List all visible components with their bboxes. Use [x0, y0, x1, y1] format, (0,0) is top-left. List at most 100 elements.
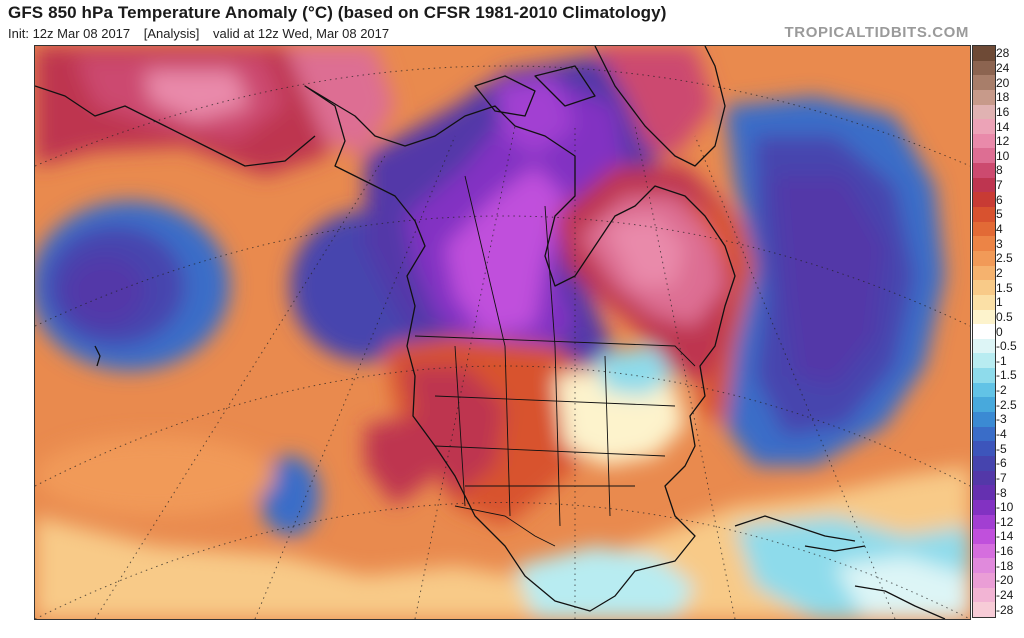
colorbar-swatch [973, 470, 995, 486]
colorbar-swatch [973, 177, 995, 193]
colorbar-tick-label: 28 [996, 46, 1010, 61]
colorbar-swatch [973, 236, 995, 251]
grid-longitude-line [634, 125, 736, 619]
colorbar-swatch [973, 543, 995, 559]
south-america-coastline [854, 585, 946, 619]
valid-time: valid at 12z Wed, Mar 08 2017 [213, 26, 390, 41]
map-subtitle: Init: 12z Mar 08 2017 [Analysis] valid a… [8, 26, 389, 41]
colorbar-tick-label: -1.5 [996, 368, 1017, 383]
colorbar-tick-label: 8 [996, 163, 1003, 178]
colorbar-tick-label: 3 [996, 236, 1003, 251]
colorbar-swatch [973, 426, 995, 442]
colorbar-tick-label: -14 [996, 529, 1014, 544]
colorbar-swatch [973, 382, 995, 398]
greenland-coastline [594, 46, 726, 167]
anomaly-map [34, 45, 971, 620]
colorbar-tick-label: 2 [996, 265, 1003, 280]
watermark: TROPICALTIDBITS.COM [784, 24, 969, 41]
state-border [554, 345, 561, 527]
lat-lon-grid [35, 65, 970, 619]
colorbar-tick-label: -7 [996, 470, 1007, 485]
colorbar-swatch [973, 104, 995, 120]
colorbar-swatch [973, 499, 995, 515]
state-border [504, 345, 511, 517]
us-canada-border [414, 335, 696, 367]
colorbar-swatch [973, 558, 995, 574]
california-warm-anomaly [365, 416, 435, 506]
colorbar-tick-label: 20 [996, 75, 1010, 90]
colorbar-swatch [973, 192, 995, 208]
grid-latitude-line [35, 502, 970, 619]
colorbar-swatch [973, 514, 995, 530]
colorbar-swatch [973, 163, 995, 178]
colorbar-swatch [973, 294, 995, 310]
colorbar-tick-label: 16 [996, 104, 1010, 119]
greenland-warm-anomaly [595, 46, 715, 156]
central-america-mild-cold [515, 546, 695, 619]
us-mexico-border [454, 505, 556, 547]
state-border [434, 395, 676, 407]
north-pacific-very-cold-core [65, 256, 145, 326]
arctic-island-coastline [474, 75, 536, 117]
political-borders [414, 175, 696, 547]
state-border [434, 445, 666, 457]
arctic-island-coastline [534, 65, 596, 107]
colorbar-swatch [973, 368, 995, 383]
north-atlantic-very-cold-core [775, 176, 885, 386]
colorbar-swatch [973, 397, 995, 413]
province-border [464, 175, 506, 347]
colorbar-tick-label: 1 [996, 295, 1003, 310]
great-lakes-mild-cold [595, 346, 675, 396]
colorbar-swatch [973, 250, 995, 266]
colorbar-tick-label: -2.5 [996, 397, 1017, 412]
colorbar-tick-label: -12 [996, 514, 1014, 529]
colorbar-tick-label: 0.5 [996, 309, 1013, 324]
colorbar-tick-label: 14 [996, 119, 1010, 134]
colorbar-tick-label: 24 [996, 60, 1010, 75]
caribbean-islands-coastline [734, 515, 856, 542]
colorbar-tick-label: -16 [996, 544, 1014, 559]
colorbar-swatch [973, 119, 995, 134]
state-border [604, 355, 611, 517]
colorbar-swatch [973, 587, 995, 603]
colorbar-tick-label: 2.5 [996, 251, 1013, 266]
colorbar-tick-label: -28 [996, 602, 1014, 617]
colorbar-tick-label: -20 [996, 573, 1014, 588]
colorbar-swatch [973, 324, 995, 339]
colorbar-swatch [973, 46, 995, 61]
colorbar-swatch [973, 338, 995, 354]
north-america-coastline [304, 85, 736, 612]
caribbean-islands-coastline [804, 545, 866, 552]
analysis-tag: [Analysis] [143, 26, 200, 41]
colorbar-tick-label: 5 [996, 207, 1003, 222]
central-pacific-mild-warm [35, 436, 275, 516]
tropical-near-neutral [35, 466, 970, 619]
colorbar-tick-label: 4 [996, 222, 1003, 236]
colorbar-tick-label: -1 [996, 353, 1007, 368]
colorbar-swatch [973, 573, 995, 588]
colorbar-swatch [973, 133, 995, 149]
colorbar-tick-label: 7 [996, 178, 1003, 193]
colorbar-tick-label: -10 [996, 500, 1014, 515]
hawaii-coastline [94, 345, 101, 367]
quebec-extreme-warm-core [605, 216, 685, 286]
grid-latitude-line [35, 365, 970, 487]
colorbar-swatch [973, 309, 995, 325]
colorbar-tick-label: -8 [996, 485, 1007, 500]
colorbar-tick-label: 1.5 [996, 280, 1013, 295]
colorbar-tick-label: -5 [996, 441, 1007, 456]
siberia-coastline [35, 85, 316, 167]
colorbar-tick-label: -2 [996, 383, 1007, 398]
colorbar-tick-label: -4 [996, 426, 1007, 441]
colorbar-tick-label: 6 [996, 192, 1003, 207]
anomaly-field [35, 46, 970, 619]
colorbar [972, 45, 996, 618]
grid-longitude-line [694, 135, 896, 619]
grid-longitude-line [254, 135, 456, 619]
colorbar-swatch [973, 75, 995, 90]
colorbar-swatch [973, 60, 995, 76]
colorbar-tick-label: 0 [996, 324, 1003, 339]
colorbar-swatch [973, 207, 995, 222]
colorbar-swatch [973, 485, 995, 500]
southwest-us-very-warm [405, 366, 505, 496]
